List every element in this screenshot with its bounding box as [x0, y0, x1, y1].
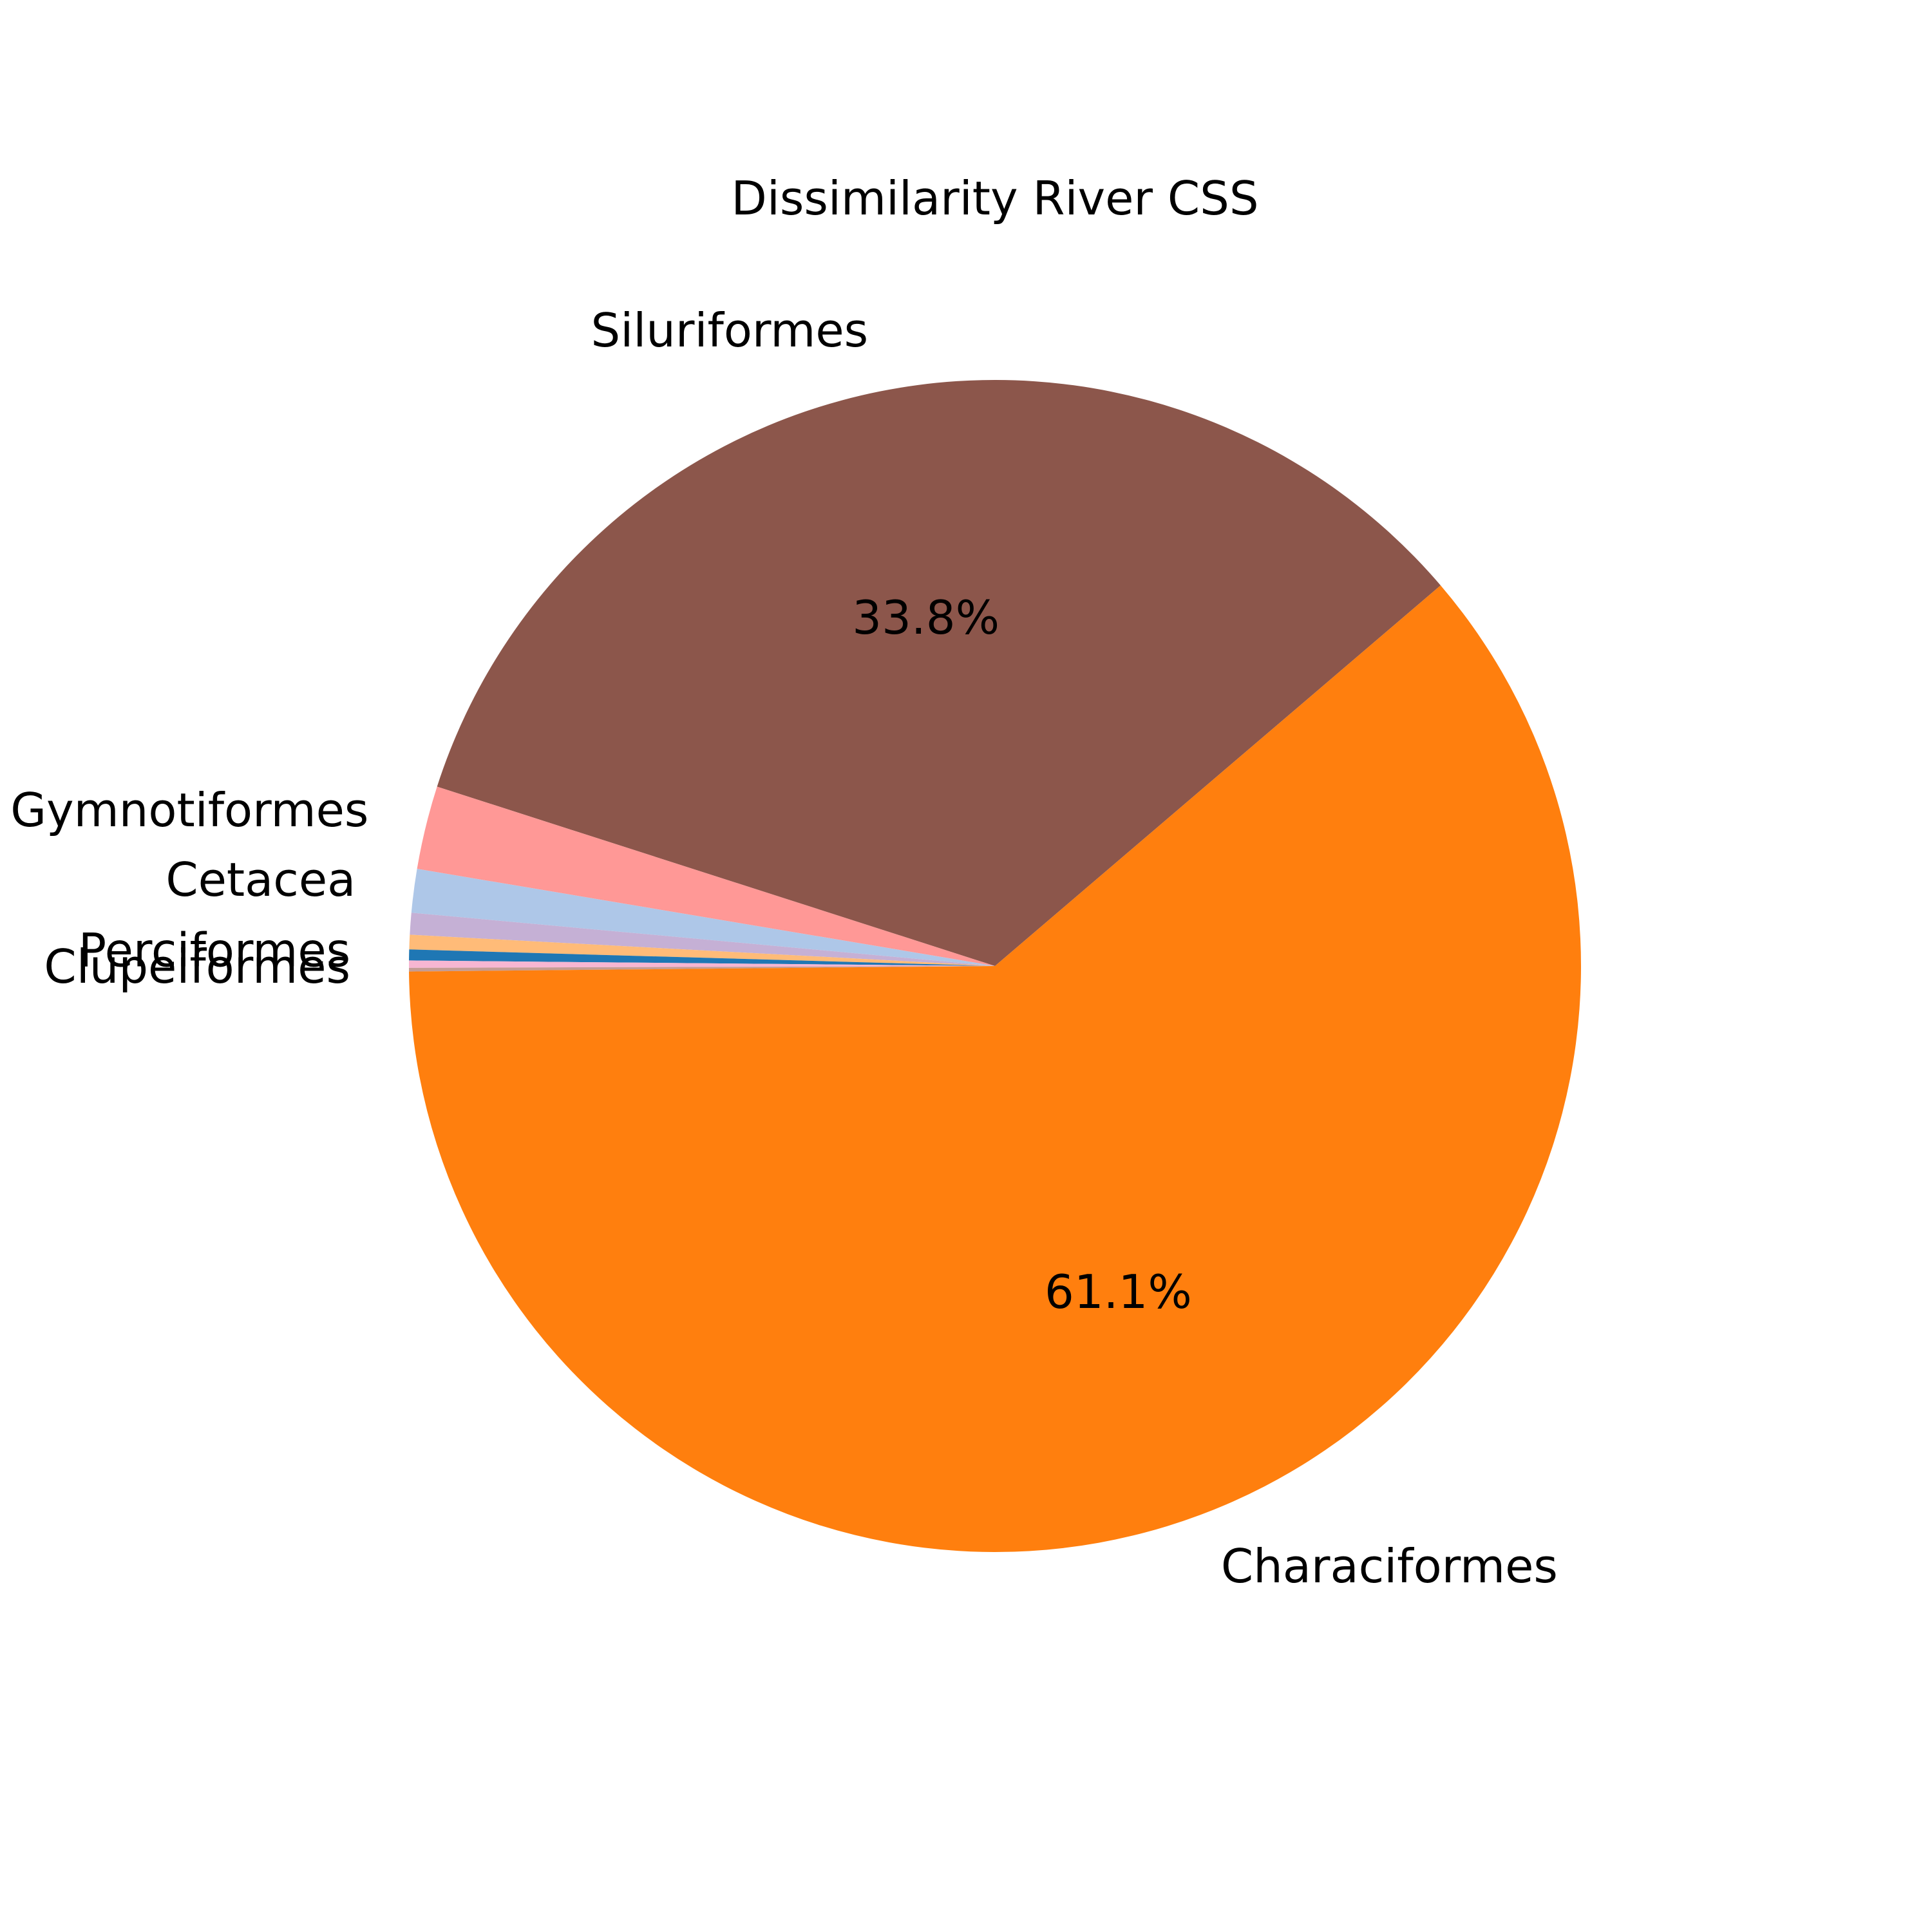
slice-label-cetacea: Cetacea: [166, 853, 355, 907]
slice-label-gymnotiformes: Gymnotiformes: [10, 783, 368, 837]
pie-labels: Siluriformes 33.8% Gymnotiformes Cetacea Per…: [10, 303, 1558, 1593]
pie-slice-siluriformes-0: [437, 380, 1441, 966]
pie-slice-gymnotiformes-1: [417, 786, 995, 966]
pie-slice-unlabeled-3: [410, 913, 995, 966]
pie-slice-clupeiformes-7: [409, 966, 995, 972]
pct-label-siluriformes: 33.8%: [852, 591, 999, 645]
chart-title: Dissimilarity River CSS: [731, 171, 1258, 225]
pie-slice-unlabeled-4: [409, 934, 995, 966]
slice-label-perciformes: Perciformes: [79, 923, 350, 978]
pie-slice-perciformes-5: [409, 949, 995, 966]
pie-slice-cetacea-2: [411, 869, 995, 966]
slice-label-siluriformes: Siluriformes: [591, 303, 869, 357]
pie-slice-characiformes-8: [409, 585, 1582, 1553]
slice-label-characiformes: Characiformes: [1221, 1539, 1558, 1593]
slice-label-clupeiformes: Clupeiformes: [44, 940, 350, 994]
pct-label-characiformes: 61.1%: [1045, 1265, 1192, 1319]
pie-slice-unlabeled-6: [409, 960, 995, 968]
pie-slices: [409, 380, 1582, 1553]
